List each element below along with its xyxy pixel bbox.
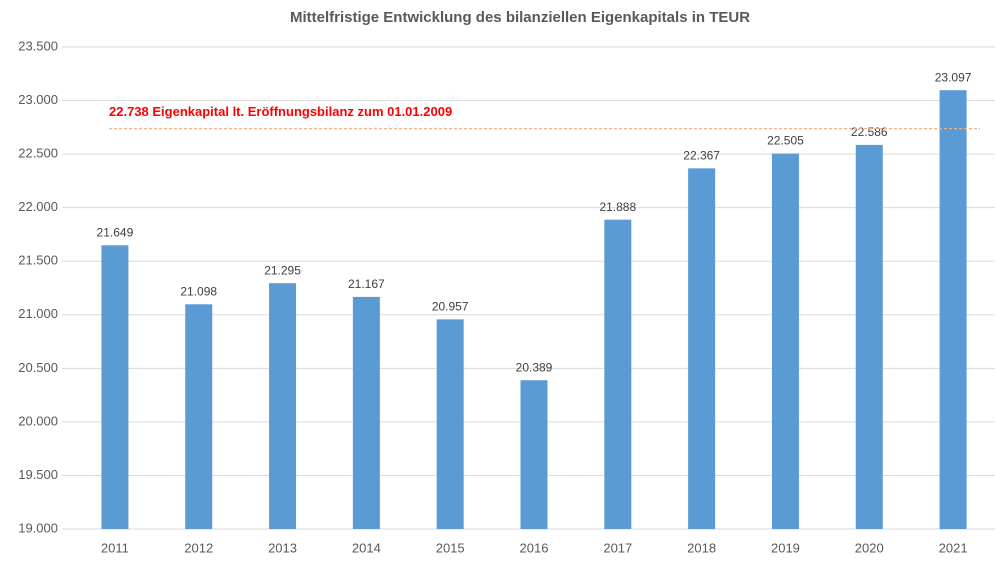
x-tick-label: 2017 bbox=[603, 540, 632, 555]
x-tick-label: 2020 bbox=[855, 540, 884, 555]
value-label: 21.167 bbox=[348, 277, 385, 291]
x-tick-label: 2011 bbox=[101, 540, 129, 555]
value-label: 21.649 bbox=[97, 225, 134, 239]
value-label: 23.097 bbox=[935, 70, 972, 84]
value-label: 22.586 bbox=[851, 125, 888, 139]
x-tick-label: 2019 bbox=[771, 540, 800, 555]
reference-label: 22.738 Eigenkapital lt. Eröffnungsbilanz… bbox=[109, 104, 452, 119]
bar bbox=[352, 296, 380, 529]
x-tick-label: 2013 bbox=[268, 540, 297, 555]
value-label: 21.098 bbox=[180, 284, 217, 298]
y-tick-label: 19.500 bbox=[18, 467, 58, 482]
value-label: 21.888 bbox=[599, 200, 636, 214]
y-tick-label: 20.500 bbox=[18, 360, 58, 375]
bar bbox=[939, 90, 967, 530]
bar bbox=[520, 380, 548, 529]
bar bbox=[688, 168, 716, 530]
value-label: 20.389 bbox=[516, 360, 553, 374]
x-tick-label: 2015 bbox=[436, 540, 465, 555]
x-tick-label: 2018 bbox=[687, 540, 716, 555]
bar bbox=[604, 219, 632, 529]
chart-title: Mittelfristige Entwicklung des bilanziel… bbox=[290, 9, 750, 26]
bar bbox=[855, 144, 883, 530]
y-tick-label: 22.000 bbox=[18, 199, 58, 214]
bar bbox=[185, 304, 213, 529]
x-tick-label: 2012 bbox=[184, 540, 213, 555]
value-label: 22.505 bbox=[767, 134, 804, 148]
y-tick-label: 23.500 bbox=[18, 38, 58, 53]
x-tick-label: 2014 bbox=[352, 540, 381, 555]
y-tick-label: 19.000 bbox=[18, 520, 58, 535]
y-tick-label: 21.000 bbox=[18, 306, 58, 321]
bar bbox=[269, 283, 297, 529]
x-tick-label: 2021 bbox=[939, 540, 968, 555]
x-tick-label: 2016 bbox=[520, 540, 549, 555]
value-label: 20.957 bbox=[432, 300, 469, 314]
value-label: 21.295 bbox=[264, 263, 301, 277]
bar bbox=[771, 153, 799, 529]
y-tick-label: 22.500 bbox=[18, 146, 58, 161]
y-tick-label: 20.000 bbox=[18, 413, 58, 428]
value-label: 22.367 bbox=[683, 149, 720, 163]
bar bbox=[101, 245, 129, 529]
bar bbox=[436, 319, 464, 529]
y-tick-label: 21.500 bbox=[18, 253, 58, 268]
y-tick-label: 23.000 bbox=[18, 92, 58, 107]
